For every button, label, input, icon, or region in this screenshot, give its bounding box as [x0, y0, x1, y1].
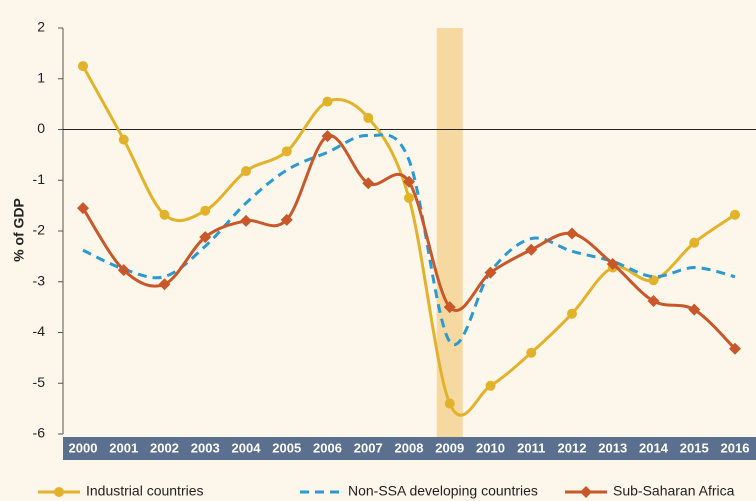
x-tick-label: 2013: [598, 440, 627, 455]
point: [688, 303, 701, 316]
point: [566, 227, 578, 240]
point: [78, 61, 88, 72]
y-tick-label: 2: [37, 19, 45, 35]
point: [199, 231, 212, 244]
x-tick-label: 2002: [150, 440, 179, 455]
point: [403, 175, 415, 188]
y-tick-label: -1: [33, 171, 46, 187]
x-tick-label: 2009: [435, 440, 464, 455]
point: [240, 214, 252, 227]
point: [730, 209, 740, 220]
x-tick-label: 2008: [395, 440, 424, 455]
point: [525, 243, 538, 256]
legend-label: Industrial countries: [86, 483, 204, 499]
legend-label: Sub-Saharan Africa: [613, 483, 735, 499]
point: [729, 342, 741, 355]
point: [647, 295, 660, 308]
point: [485, 380, 496, 391]
x-tick-label: 2001: [109, 440, 138, 455]
series-line: [81, 65, 736, 417]
y-tick-label: -2: [33, 222, 46, 238]
x-tick-label: 2006: [313, 440, 342, 455]
highlight-band: [436, 28, 463, 460]
x-axis-band: [63, 437, 756, 460]
point: [606, 257, 619, 270]
y-tick-label: -4: [33, 323, 46, 339]
point: [444, 398, 455, 409]
x-tick-label: 2004: [232, 440, 262, 455]
x-tick-label: 2005: [272, 440, 301, 455]
x-tick-label: 2015: [680, 440, 709, 455]
point: [321, 130, 334, 143]
point: [322, 96, 333, 107]
point: [159, 209, 170, 220]
x-tick-label: 2011: [517, 440, 545, 455]
point: [362, 177, 375, 190]
point: [363, 112, 374, 123]
series-line: [81, 134, 737, 350]
legend-marker: [580, 486, 592, 498]
point: [484, 266, 497, 279]
point: [567, 308, 577, 319]
point: [280, 213, 293, 226]
legend-label: Non-SSA developing countries: [348, 483, 538, 499]
point: [77, 202, 89, 215]
x-tick-label: 2016: [721, 440, 750, 455]
series-line: [82, 133, 736, 347]
legend-marker: [54, 487, 64, 497]
x-tick-label: 2007: [354, 440, 383, 455]
y-axis-label: % of GDP: [11, 198, 27, 262]
point: [689, 237, 700, 248]
point: [200, 205, 211, 216]
y-tick-label: -3: [33, 272, 46, 288]
y-tick-label: 1: [37, 69, 45, 85]
y-tick-label: 0: [37, 120, 45, 136]
point: [158, 278, 171, 291]
x-tick-label: 2010: [476, 440, 505, 455]
point: [118, 134, 129, 145]
point: [117, 264, 130, 277]
x-tick-label: 2003: [191, 440, 220, 455]
point: [526, 347, 537, 358]
point: [281, 146, 292, 157]
y-tick-label: -6: [33, 425, 46, 441]
x-tick-label: 2014: [639, 440, 669, 455]
y-tick-label: -5: [33, 374, 46, 390]
point: [241, 166, 251, 177]
point: [404, 193, 414, 204]
point: [443, 301, 456, 314]
x-tick-label: 2012: [558, 440, 587, 455]
x-tick-label: 2000: [69, 440, 98, 455]
